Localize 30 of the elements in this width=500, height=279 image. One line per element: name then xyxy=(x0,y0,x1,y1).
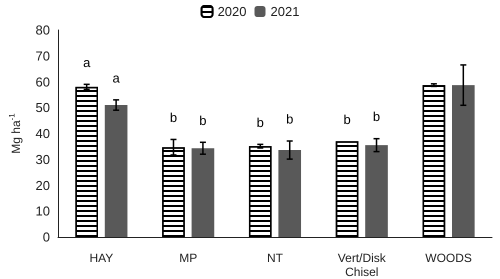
annotation: b xyxy=(256,114,264,130)
annotation: a xyxy=(112,70,120,86)
y-tick-label: 60 xyxy=(36,74,50,90)
annotation: b xyxy=(372,109,380,124)
x-tick-label: NT xyxy=(267,251,284,265)
y-tick-label: 0 xyxy=(42,230,50,244)
y-tick-label: 10 xyxy=(36,204,50,219)
x-tick-label: MP xyxy=(179,251,198,265)
bar xyxy=(104,105,128,237)
x-tick-label: WOODS xyxy=(425,251,472,265)
x-tick-label: Vert/Disk Chisel xyxy=(338,251,387,279)
y-tick-label: 20 xyxy=(36,178,50,193)
bar xyxy=(278,150,302,237)
y-tick-label: 70 xyxy=(36,48,50,64)
y-tick-label: 80 xyxy=(36,22,50,38)
annotation: b xyxy=(170,110,178,125)
bar xyxy=(365,145,388,237)
legend-label: 2021 xyxy=(270,4,300,19)
legend-label: 2020 xyxy=(218,4,246,19)
y-tick-label: 40 xyxy=(36,126,50,141)
annotation: a xyxy=(83,54,92,70)
y-tick-label: 50 xyxy=(36,100,50,116)
annotation: b xyxy=(199,112,207,128)
bar xyxy=(452,85,475,237)
y-axis-title: Mg ha-1 xyxy=(8,112,23,154)
x-tick-label: HAY xyxy=(90,251,114,265)
annotation: b xyxy=(343,112,351,127)
annotation: b xyxy=(286,112,294,127)
y-tick-label: 30 xyxy=(36,152,50,167)
bar xyxy=(192,148,214,237)
